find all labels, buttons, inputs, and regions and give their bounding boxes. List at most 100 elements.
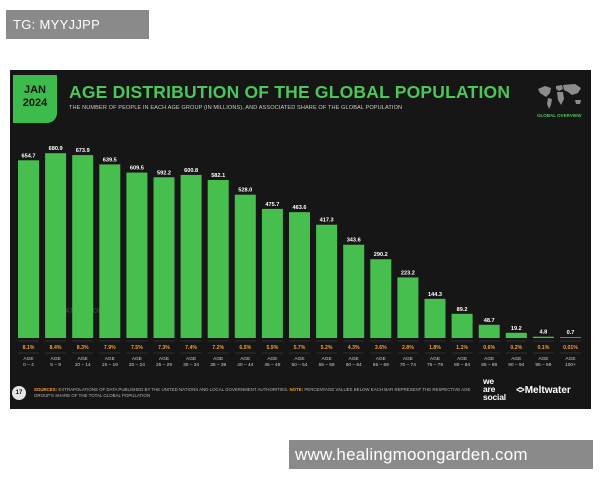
we-are-social-logo: we are social [483, 377, 506, 402]
date-year: 2024 [22, 97, 48, 109]
age-category-label: 55 – 59 [319, 362, 335, 368]
age-category-label: 85 – 89 [481, 362, 497, 368]
age-category-label: 20 – 24 [129, 362, 145, 368]
bar-value-label: 89.2 [457, 307, 468, 313]
global-overview-label: GLOBAL OVERVIEW [537, 113, 582, 118]
bar [316, 224, 338, 338]
meltwater-icon: <> [516, 385, 525, 396]
bar-value-label: 463.6 [293, 205, 307, 211]
share-label: 0.2% [510, 345, 522, 351]
age-category-label: 0 – 4 [23, 362, 34, 368]
share-label: 1.8% [429, 345, 441, 351]
age-label-prefix: AGE [403, 356, 413, 362]
note-text: PERCENTAGE VALUES BELOW EACH BAR REPRESE… [34, 387, 471, 398]
date-badge: JAN 2024 [13, 75, 57, 123]
sources-note: SOURCES: EXTRAPOLATIONS OF DATA PUBLISHE… [34, 387, 474, 399]
age-category-label: 65 – 69 [373, 362, 389, 368]
share-label: 5.2% [321, 345, 333, 351]
sources-label: SOURCES: [34, 387, 58, 392]
age-category-label: 10 – 14 [75, 362, 91, 368]
share-label: 8.1% [23, 345, 35, 351]
share-label: 0.1% [537, 345, 549, 351]
bar [126, 172, 148, 338]
age-label-prefix: AGE [538, 356, 548, 362]
bar-value-label: 600.8 [184, 168, 198, 174]
bar-value-label: 19.2 [511, 326, 522, 332]
bar-value-label: 290.2 [374, 252, 388, 258]
share-label: 6.5% [239, 345, 251, 351]
bar [370, 259, 392, 338]
age-category-label: 95 – 99 [535, 362, 551, 368]
age-category-label: 40 – 44 [237, 362, 253, 368]
note-label: NOTE: [289, 387, 304, 392]
bar [424, 298, 446, 338]
age-label-prefix: AGE [511, 356, 521, 362]
age-category-label: 30 – 34 [183, 362, 199, 368]
brand-line-3: social [483, 392, 506, 402]
bar [72, 155, 94, 338]
bar [45, 153, 67, 338]
age-label-prefix: AGE [78, 356, 88, 362]
age-label-prefix: AGE [322, 356, 332, 362]
age-label-prefix: AGE [159, 356, 169, 362]
share-label: 7.9% [104, 345, 116, 351]
age-label-prefix: AGE [51, 356, 61, 362]
age-category-label: 35 – 39 [210, 362, 226, 368]
bar [505, 332, 527, 338]
page-number: 17 [12, 386, 26, 400]
share-label: 8.4% [50, 345, 62, 351]
bar-value-label: 417.3 [320, 218, 334, 224]
meltwater-name: Meltwater [524, 385, 571, 396]
age-label-prefix: AGE [565, 356, 575, 362]
overlay-top-badge: TG: MYYJJPP [6, 10, 149, 39]
bar [289, 212, 310, 338]
age-category-label: 25 – 29 [156, 362, 172, 368]
bar-value-label: 639.5 [103, 157, 117, 163]
bar [180, 174, 202, 338]
age-category-label: 90 – 94 [508, 362, 524, 368]
age-label-prefix: AGE [267, 356, 277, 362]
bar-value-label: 654.7 [22, 153, 36, 159]
share-label: 5.9% [266, 345, 278, 351]
age-category-label: 80 – 84 [454, 362, 470, 368]
bar-value-label: 528.0 [238, 188, 252, 194]
share-label: 4.3% [348, 345, 360, 351]
age-label-prefix: AGE [484, 356, 494, 362]
share-label: 7.3% [158, 345, 170, 351]
overlay-bottom-badge: www.healingmoongarden.com [289, 440, 593, 469]
age-label-prefix: AGE [105, 356, 115, 362]
share-label: 0.6% [483, 345, 495, 351]
bar-value-label: 144.3 [428, 292, 442, 298]
bar [397, 277, 419, 338]
chart-title: AGE DISTRIBUTION OF THE GLOBAL POPULATIO… [69, 82, 511, 102]
share-label: 7.5% [131, 345, 143, 351]
bar-value-label: 0.7 [567, 330, 575, 336]
age-label-prefix: AGE [23, 356, 33, 362]
bar [99, 164, 121, 338]
bar-value-label: 582.1 [211, 173, 225, 179]
bar-value-label: 475.7 [265, 202, 279, 208]
bar [560, 337, 581, 338]
age-category-label: 50 – 54 [291, 362, 307, 368]
bar [343, 244, 365, 338]
share-label: 0.01% [563, 345, 578, 351]
age-label-prefix: AGE [294, 356, 304, 362]
age-category-label: 60 – 64 [346, 362, 362, 368]
share-label: 7.2% [212, 345, 224, 351]
bar [261, 208, 283, 338]
bar-value-label: 223.2 [401, 270, 415, 276]
age-category-label: 5 – 9 [50, 362, 61, 368]
bar [153, 177, 175, 338]
brand-line-2: are [483, 384, 496, 394]
bar [451, 313, 473, 338]
age-label-prefix: AGE [430, 356, 440, 362]
bar [478, 324, 500, 338]
age-category-label: 100+ [565, 362, 576, 368]
bar-value-label: 592.2 [157, 170, 171, 176]
share-label: 1.1% [456, 345, 468, 351]
age-label-prefix: AGE [240, 356, 250, 362]
age-label-prefix: AGE [213, 356, 223, 362]
bar-value-label: 680.9 [49, 146, 63, 152]
age-category-label: 70 – 74 [400, 362, 416, 368]
